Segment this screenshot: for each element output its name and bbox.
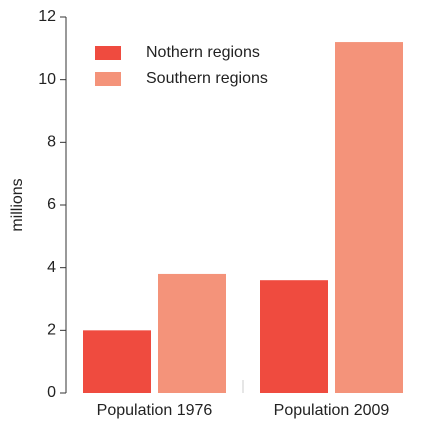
legend-swatch — [95, 46, 121, 60]
bar — [83, 330, 151, 393]
y-tick-label: 6 — [47, 196, 56, 213]
bar — [158, 273, 226, 393]
y-tick-label: 10 — [38, 71, 56, 88]
x-tick-label: Population 2009 — [274, 402, 390, 419]
legend-swatch — [95, 72, 121, 86]
bar — [260, 280, 328, 393]
y-tick-label: 8 — [47, 134, 56, 151]
legend-label: Nothern regions — [146, 44, 260, 61]
x-tick-label: Population 1976 — [97, 402, 213, 419]
y-axis-label: millions — [9, 178, 26, 231]
y-tick-label: 12 — [38, 8, 56, 25]
legend-label: Southern regions — [146, 70, 268, 87]
bar — [335, 42, 403, 394]
y-tick-label: 4 — [47, 259, 56, 276]
y-tick-label: 2 — [47, 322, 56, 339]
y-tick-label: 0 — [47, 384, 56, 401]
